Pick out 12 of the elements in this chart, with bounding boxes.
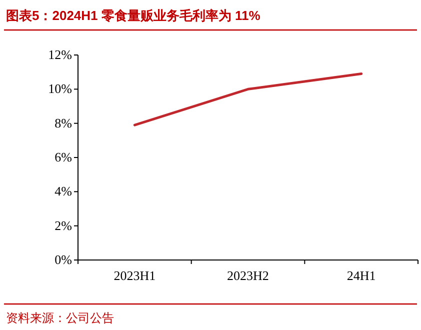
x-tick-label: 2023H2 xyxy=(227,268,269,283)
y-tick-label: 2% xyxy=(54,218,72,233)
x-tick-label: 24H1 xyxy=(346,268,376,283)
x-tick-label: 2023H1 xyxy=(114,268,156,283)
y-tick-label: 0% xyxy=(54,252,72,267)
y-tick-label: 6% xyxy=(54,150,72,164)
y-tick-label: 8% xyxy=(54,115,72,130)
y-tick-label: 4% xyxy=(54,184,72,199)
text: 资料来源：公司公告 xyxy=(6,311,114,325)
y-tick-label: 10% xyxy=(48,81,72,96)
y-tick-label: 12% xyxy=(48,47,72,62)
chart-title: 图表5：2024H1 零食量贩业务毛利率为 11% xyxy=(6,8,261,23)
